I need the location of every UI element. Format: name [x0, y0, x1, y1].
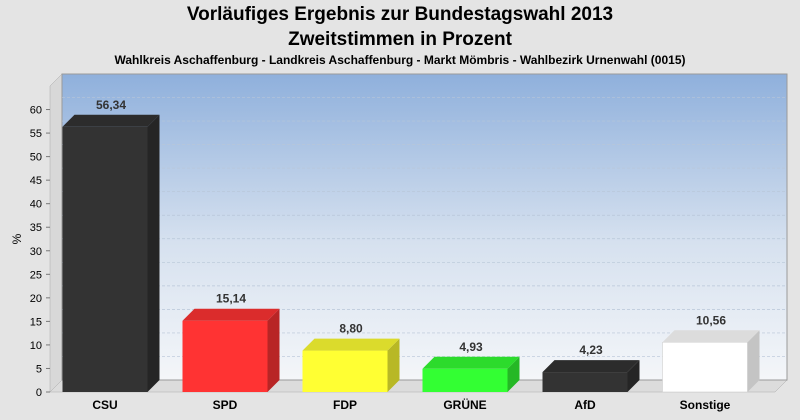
bar-top	[302, 338, 400, 351]
bar-front	[62, 126, 148, 392]
bar-grüne	[422, 356, 520, 392]
bar-front	[302, 350, 388, 392]
bar-fdp	[302, 338, 400, 392]
bar-front	[422, 368, 508, 392]
y-tick-label: 10	[30, 340, 42, 352]
value-label: 8,80	[339, 322, 363, 336]
y-axis-title: %	[10, 233, 24, 244]
bar-side	[387, 338, 400, 392]
value-labels: 56,34 15,14 8,80 4,93 4,23 10,56	[96, 98, 726, 357]
bar-top	[422, 356, 520, 369]
bar-top	[182, 308, 280, 321]
bar-spd	[182, 308, 280, 392]
category-label: Sonstige	[680, 398, 731, 412]
chart-subtitle: Wahlkreis Aschaffenburg - Landkreis Asch…	[114, 53, 686, 67]
bar-top	[542, 360, 640, 373]
category-label: SPD	[213, 398, 238, 412]
y-tick-label: 40	[30, 199, 42, 211]
left-wall	[49, 73, 63, 393]
y-tick-label: 55	[30, 128, 42, 140]
category-label: CSU	[92, 398, 117, 412]
y-tick-label: 60	[30, 105, 42, 117]
bar-side	[267, 308, 280, 392]
bar-side	[747, 330, 760, 392]
bar-afd	[542, 360, 640, 392]
category-label: AfD	[574, 398, 596, 412]
category-label: GRÜNE	[443, 397, 486, 412]
y-tick-label: 35	[30, 222, 42, 234]
y-tick-label: 50	[30, 152, 42, 164]
y-tick-label: 15	[30, 316, 42, 328]
value-label: 15,14	[216, 292, 246, 306]
bar-sonstige	[662, 330, 760, 393]
value-label: 10,56	[696, 313, 726, 327]
bar-csu	[62, 114, 160, 392]
value-label: 4,23	[579, 343, 603, 357]
bars	[62, 114, 760, 393]
bar-side	[147, 114, 160, 392]
y-tick-label: 25	[30, 269, 42, 281]
bar-top	[62, 114, 160, 127]
bar-side	[507, 356, 520, 392]
bar-front	[542, 372, 628, 392]
category-label: FDP	[333, 398, 357, 412]
y-tick-label: 5	[36, 363, 42, 375]
y-tick-label: 45	[30, 175, 42, 187]
category-labels: CSU SPD FDP GRÜNE AfD Sonstige	[92, 397, 730, 412]
y-tick-label: 30	[30, 246, 42, 258]
value-label: 4,93	[459, 340, 483, 354]
bar-top	[662, 330, 760, 343]
y-tick-label: 20	[30, 293, 42, 305]
chart-title: Vorläufiges Ergebnis zur Bundestagswahl …	[186, 4, 614, 25]
y-axis-ticks: 0 5 10 15 20 25 30 35 40 45 50 55 60	[30, 105, 50, 399]
bar-side	[627, 360, 640, 392]
chart-title-line2: Zweitstimmen in Prozent	[288, 29, 512, 50]
y-tick-label: 0	[36, 387, 42, 399]
bar-front	[182, 320, 268, 392]
value-label: 56,34	[96, 98, 126, 112]
bar-front	[662, 341, 748, 393]
